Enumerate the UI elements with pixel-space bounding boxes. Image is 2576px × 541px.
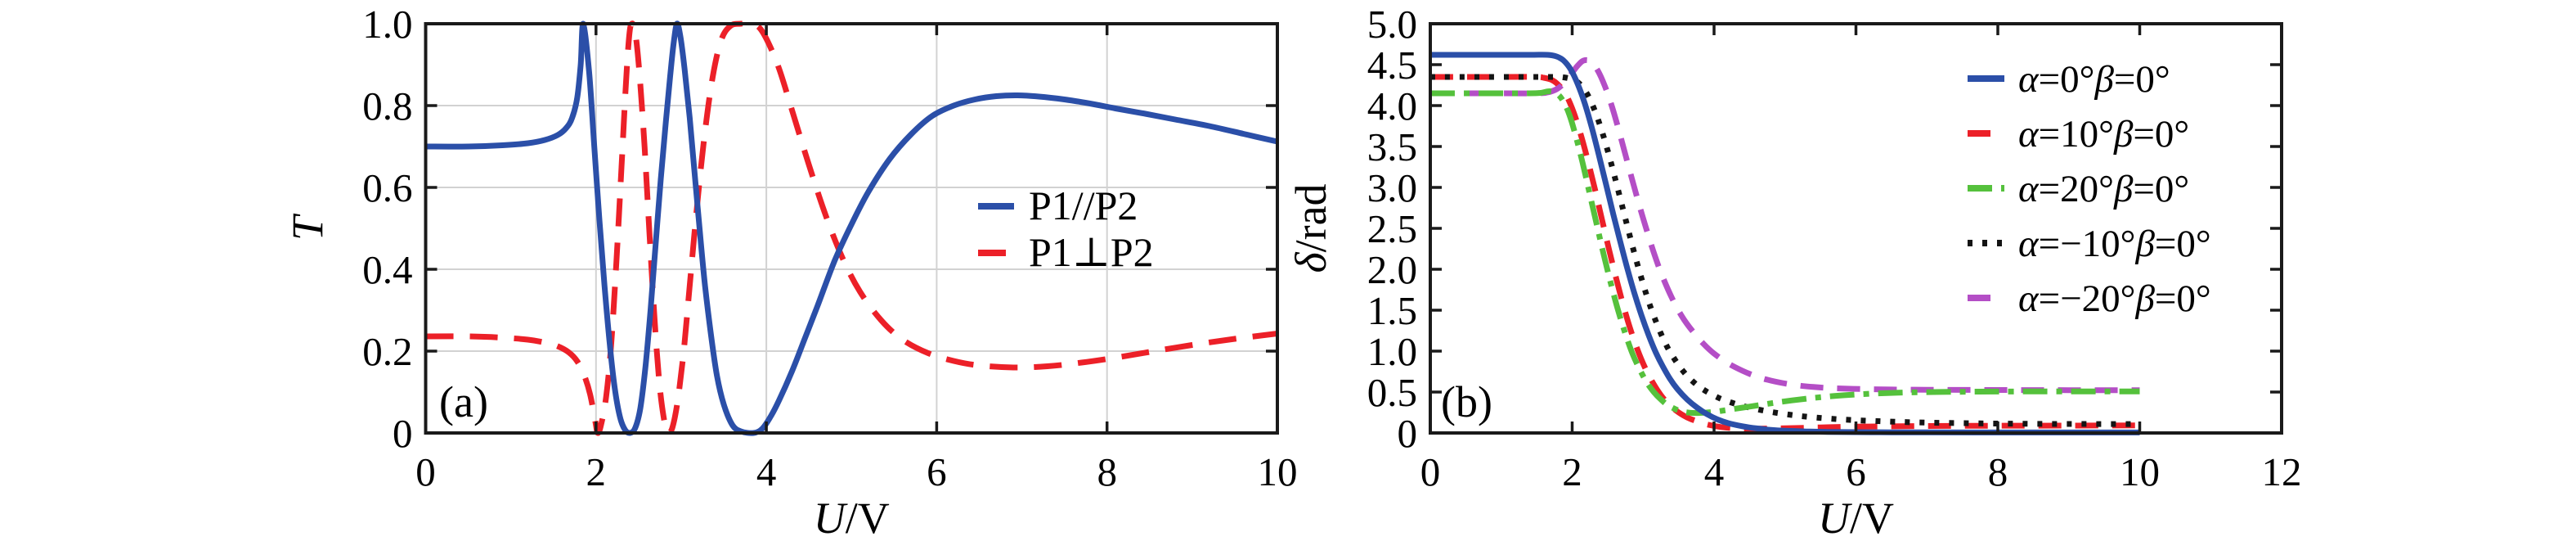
x-tick-label: 4 bbox=[756, 449, 777, 494]
panel-a: 0 2 4 6 8 10 0 0.2 0.4 0.6 0.8 1.0 U/V T (a) P1//P2P1⊥P… bbox=[283, 2, 1298, 541]
curve-alpha-20-beta-0 bbox=[1430, 56, 2140, 394]
y-tick-label: 0.8 bbox=[362, 83, 412, 128]
x-tick-label: 0 bbox=[415, 449, 436, 494]
x-tick-label: 2 bbox=[586, 449, 607, 494]
x-tick-label: 10 bbox=[2120, 449, 2160, 494]
x-tick-label: 6 bbox=[1846, 449, 1866, 494]
x-tick-label: 6 bbox=[927, 449, 947, 494]
y-tick-label: 2.5 bbox=[1367, 206, 1417, 251]
y-tick-label: 4.5 bbox=[1367, 43, 1417, 88]
x-tick-label: 12 bbox=[2262, 449, 2302, 494]
y-axis-label: T bbox=[283, 213, 332, 241]
legend: α=0°β=0° α=10°β=0° α=20°β=0° α=−10°β=0° α=−2… bbox=[1968, 58, 2211, 320]
tick-marks bbox=[424, 22, 1279, 435]
panel-b: 0 2 4 6 8 10 12 00.51.01.52.02.53.03.54.04.55.0… bbox=[1286, 2, 2302, 541]
y-tick-label: 3.5 bbox=[1367, 124, 1417, 169]
x-tick-label: 0 bbox=[1420, 449, 1441, 494]
legend-label: α=10°β=0° bbox=[2018, 113, 2189, 156]
curve-p1-p2 bbox=[425, 20, 1278, 436]
legend-label: α=0°β=0° bbox=[2018, 58, 2170, 101]
curve-alpha-10-beta-0 bbox=[1430, 74, 2140, 427]
y-tick-label: 5.0 bbox=[1367, 2, 1417, 47]
curve-alpha-10-beta-0 bbox=[1430, 74, 2140, 432]
panel-tag: (a) bbox=[439, 377, 488, 426]
legend-label: P1⊥P2 bbox=[1029, 229, 1154, 275]
x-tick-label: 4 bbox=[1704, 449, 1725, 494]
x-tick-label: 8 bbox=[1988, 449, 2008, 494]
axes-box bbox=[424, 22, 1279, 435]
curve-alpha-20-beta-0 bbox=[1430, 88, 2140, 417]
legend-label: α=−20°β=0° bbox=[2018, 277, 2211, 320]
y-tick-label: 0.4 bbox=[362, 247, 412, 292]
x-axis-label: U/V bbox=[1818, 494, 1894, 541]
y-tick-label: 1.0 bbox=[1367, 329, 1417, 374]
tick-marks bbox=[1429, 22, 2283, 435]
y-tick-label: 0 bbox=[1398, 411, 1418, 456]
y-tick-label: 1.5 bbox=[1367, 288, 1417, 333]
y-tick-label: 1.0 bbox=[362, 2, 412, 47]
x-tick-label: 8 bbox=[1097, 449, 1117, 494]
x-axis-label: U/V bbox=[814, 494, 890, 541]
legend-label: P1//P2 bbox=[1029, 183, 1138, 228]
y-tick-label: 3.0 bbox=[1367, 165, 1417, 210]
x-tick-label: 10 bbox=[1258, 449, 1298, 494]
y-tick-label: 0 bbox=[393, 411, 413, 456]
legend-label: α=−10°β=0° bbox=[2018, 223, 2211, 265]
y-tick-label: 4.0 bbox=[1367, 83, 1417, 128]
y-tick-label: 0.2 bbox=[362, 329, 412, 374]
y-tick-label: 0.6 bbox=[362, 165, 412, 210]
y-axis-label: δ/rad bbox=[1286, 183, 1335, 273]
y-tick-label: 0.5 bbox=[1367, 370, 1417, 415]
legend-label: α=20°β=0° bbox=[2018, 168, 2189, 210]
panel-tag: (b) bbox=[1441, 377, 1492, 426]
y-tick-label: 2.0 bbox=[1367, 247, 1417, 292]
x-tick-label: 2 bbox=[1562, 449, 1582, 494]
